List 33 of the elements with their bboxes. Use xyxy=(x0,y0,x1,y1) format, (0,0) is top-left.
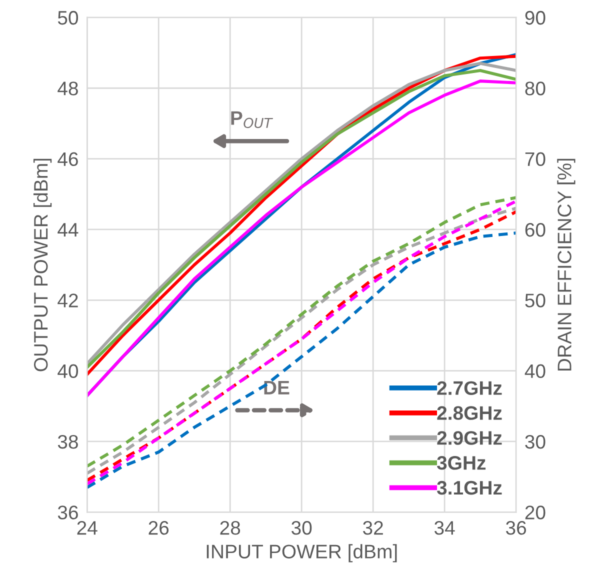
legend-label: 2.8GHz xyxy=(437,406,502,420)
y-tick-label: 44 xyxy=(58,223,78,237)
x-tick-label: 32 xyxy=(363,521,383,535)
legend-label: 3GHz xyxy=(436,456,486,470)
x-tick-label: 36 xyxy=(506,521,526,535)
legend-label: 3.1GHz xyxy=(436,480,502,495)
y-tick-label: 42 xyxy=(58,294,78,308)
y2-tick-label: 30 xyxy=(525,434,546,449)
y-tick-label: 46 xyxy=(58,152,78,166)
x-tick-label: 26 xyxy=(148,521,169,535)
x-tick-label: 24 xyxy=(77,521,98,535)
x-tick-label: 28 xyxy=(220,521,240,535)
y-axis-title: OUTPUT POWER [dBm] xyxy=(33,158,52,372)
annotation: DE xyxy=(264,380,290,394)
legend-label: 2.7GHz xyxy=(437,381,502,395)
annotation: P$_{OUT}$ xyxy=(231,111,273,128)
y-tick-label: 38 xyxy=(58,434,78,449)
y2-tick-label: 80 xyxy=(525,82,546,96)
y2-tick-label: 60 xyxy=(525,222,546,237)
y2-axis-title: DRAIN EFFICIENCY [%] xyxy=(557,158,576,371)
y2-tick-label: 40 xyxy=(524,364,546,378)
y2-tick-label: 90 xyxy=(525,10,546,25)
y-tick-label: 50 xyxy=(58,10,78,25)
y-tick-label: 40 xyxy=(58,364,78,378)
y2-tick-label: 70 xyxy=(525,152,546,166)
x-tick-label: 34 xyxy=(434,521,455,535)
x-tick-label: 30 xyxy=(292,521,312,535)
y2-tick-label: 20 xyxy=(525,506,546,520)
y-tick-label: 36 xyxy=(58,506,78,520)
legend-label: 2.9GHz xyxy=(437,431,502,445)
y2-tick-label: 50 xyxy=(525,294,546,308)
y-tick-label: 48 xyxy=(58,82,78,96)
x-axis-title: INPUT POWER [dBm] xyxy=(206,544,397,562)
